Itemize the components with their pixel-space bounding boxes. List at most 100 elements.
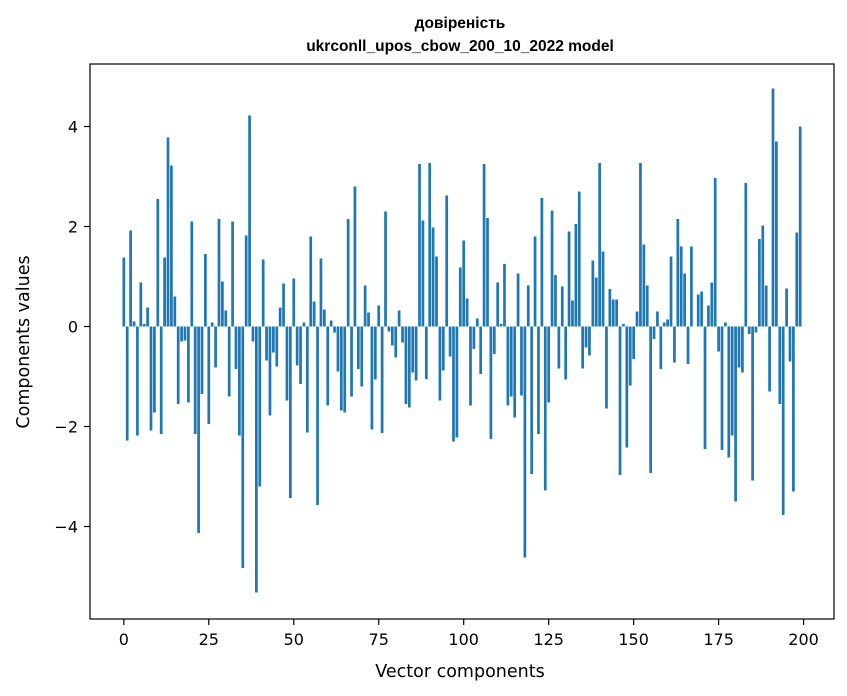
bar-59	[322, 309, 326, 327]
bar-5	[139, 282, 143, 327]
bar-173	[710, 282, 714, 327]
bar-100	[462, 240, 466, 327]
bar-35	[241, 326, 245, 568]
bar-171	[703, 326, 707, 449]
bar-191	[771, 88, 775, 327]
bar-73	[370, 326, 374, 430]
bar-164	[679, 246, 683, 327]
bar-13	[166, 137, 170, 327]
bar-152	[639, 163, 642, 327]
x-tick-label: 75	[369, 630, 389, 649]
bar-186	[754, 326, 758, 333]
bar-146	[618, 326, 622, 475]
x-tick-label: 25	[199, 630, 219, 649]
bar-69	[356, 326, 360, 369]
bar-197	[792, 326, 795, 492]
bar-180	[734, 326, 737, 502]
bar-44	[272, 326, 275, 353]
bar-89	[424, 326, 428, 379]
bar-57	[316, 326, 319, 505]
bar-150	[632, 326, 635, 359]
bar-101	[465, 298, 469, 327]
bar-67	[350, 326, 353, 397]
bar-50	[292, 278, 296, 327]
bar-82	[401, 326, 404, 343]
bar-120	[530, 326, 534, 474]
bar-119	[526, 285, 530, 327]
bar-148	[625, 326, 629, 448]
bar-107	[486, 218, 489, 327]
bar-122	[537, 326, 540, 434]
bar-103	[472, 326, 476, 349]
bar-105	[479, 326, 483, 374]
bar-9	[153, 326, 156, 413]
plot-area-frame	[89, 63, 835, 620]
bar-25	[207, 326, 211, 424]
bar-8	[149, 326, 153, 431]
bar-102	[469, 326, 472, 406]
bar-190	[768, 326, 771, 392]
bar-93	[438, 326, 442, 401]
bar-97	[452, 326, 455, 442]
bar-18	[183, 326, 187, 341]
bar-149	[628, 326, 632, 386]
bar-46	[278, 307, 282, 327]
bar-42	[265, 326, 268, 361]
bar-14	[170, 165, 173, 327]
bar-30	[224, 310, 228, 327]
y-axis-ticks: −4 −2 0 2 4	[54, 118, 90, 537]
bar-134	[577, 191, 581, 327]
bar-138	[591, 260, 595, 327]
bar-58	[319, 258, 323, 327]
bar-163	[676, 219, 680, 327]
chart-subtitle: ukrconll_upos_cbow_200_10_2022 model	[306, 38, 614, 55]
bar-111	[499, 324, 503, 327]
bar-56	[312, 301, 316, 327]
bar-132	[571, 300, 574, 327]
bar-179	[730, 326, 734, 436]
y-tick-label: 0	[68, 318, 78, 337]
bar-28	[217, 219, 221, 327]
bar-53	[302, 322, 306, 327]
bar-6	[142, 324, 146, 327]
bar-174	[713, 178, 717, 327]
bar-112	[503, 264, 506, 327]
x-axis-ticks: 0 25 50 75 100 125 150 175 200	[119, 619, 819, 649]
bar-98	[455, 326, 459, 438]
bar-63	[336, 326, 340, 372]
bar-160	[666, 319, 669, 327]
bar-108	[489, 326, 493, 439]
bar-38	[251, 326, 255, 342]
bar-84	[407, 326, 411, 408]
x-axis-label: Vector components	[375, 662, 544, 682]
bar-113	[506, 326, 510, 406]
bar-153	[642, 244, 646, 327]
bar-70	[360, 326, 364, 387]
bar-55	[309, 236, 313, 327]
x-tick-label: 100	[448, 630, 479, 649]
bar-183	[744, 183, 748, 327]
bar-124	[543, 326, 547, 491]
bar-75	[377, 305, 381, 327]
bar-99	[458, 267, 462, 327]
bar-47	[282, 283, 285, 327]
bar-177	[724, 322, 727, 327]
bar-3	[132, 321, 136, 327]
bar-187	[758, 239, 761, 327]
bar-178	[727, 326, 731, 458]
bar-80	[394, 326, 398, 358]
bar-184	[747, 326, 751, 334]
bar-37	[248, 115, 251, 327]
bar-161	[669, 256, 673, 327]
bar-96	[448, 326, 452, 357]
bar-193	[778, 326, 782, 404]
bar-31	[227, 326, 231, 397]
bar-4	[136, 326, 139, 436]
bar-115	[513, 326, 517, 418]
bar-199	[798, 126, 802, 327]
bar-181	[737, 326, 741, 368]
bar-1	[125, 326, 129, 441]
chart-title: довіреність	[415, 15, 506, 32]
bar-128	[557, 326, 561, 369]
bar-189	[764, 285, 768, 327]
